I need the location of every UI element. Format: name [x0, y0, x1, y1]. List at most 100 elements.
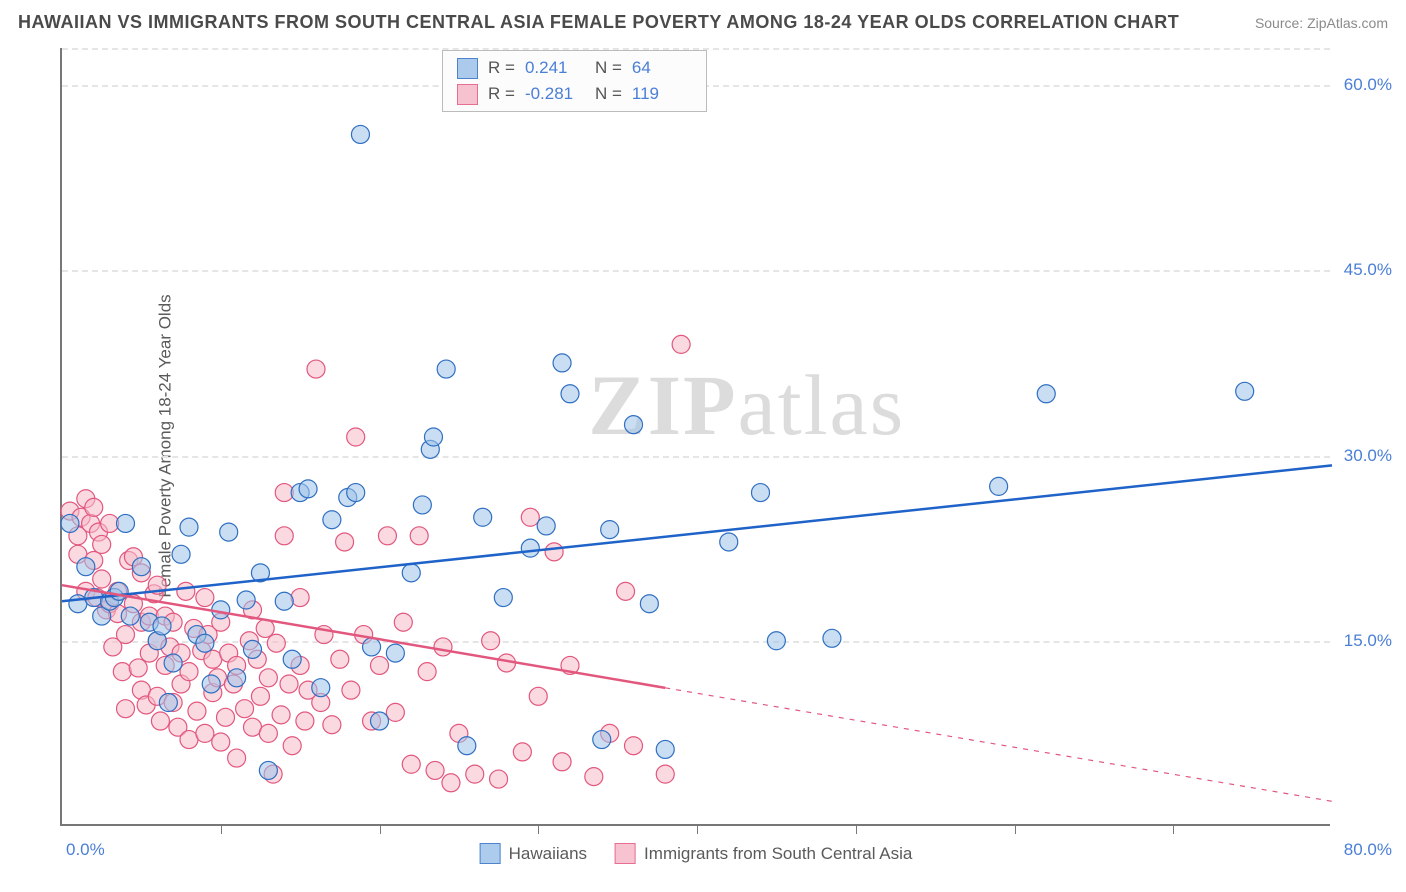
- data-point: [553, 753, 571, 771]
- data-point: [267, 634, 285, 652]
- stats-legend-box: R = 0.241 N = 64 R = -0.281 N = 119: [442, 50, 707, 112]
- data-point: [272, 706, 290, 724]
- y-tick-label: 15.0%: [1344, 631, 1392, 651]
- data-point: [159, 694, 177, 712]
- data-point: [521, 539, 539, 557]
- data-point: [117, 700, 135, 718]
- data-point: [378, 527, 396, 545]
- data-point: [307, 360, 325, 378]
- data-point: [437, 360, 455, 378]
- title-bar: HAWAIIAN VS IMMIGRANTS FROM SOUTH CENTRA…: [18, 12, 1388, 33]
- data-point: [93, 535, 111, 553]
- data-point: [625, 737, 643, 755]
- data-point: [117, 514, 135, 532]
- data-point: [413, 496, 431, 514]
- data-point: [251, 687, 269, 705]
- data-point: [434, 638, 452, 656]
- data-point: [275, 592, 293, 610]
- plot-area: 15.0%30.0%45.0%60.0% ZIPatlas R = 0.241 …: [60, 48, 1330, 826]
- data-point: [202, 675, 220, 693]
- swatch-immigrants: [457, 84, 478, 105]
- data-point: [494, 589, 512, 607]
- data-point: [767, 632, 785, 650]
- data-point: [228, 669, 246, 687]
- x-tick: [221, 824, 222, 834]
- data-point: [180, 663, 198, 681]
- data-point: [1236, 382, 1254, 400]
- data-point: [482, 632, 500, 650]
- x-origin-label: 0.0%: [66, 840, 105, 860]
- stats-row-hawaiians: R = 0.241 N = 64: [457, 55, 692, 81]
- x-tick: [380, 824, 381, 834]
- data-point: [217, 708, 235, 726]
- data-point: [410, 527, 428, 545]
- data-point: [371, 656, 389, 674]
- x-tick: [1015, 824, 1016, 834]
- data-point: [656, 740, 674, 758]
- stats-r-label: R =: [488, 58, 515, 78]
- data-point: [553, 354, 571, 372]
- x-max-label: 80.0%: [1344, 840, 1392, 860]
- legend-swatch-hawaiians: [480, 843, 501, 864]
- data-point: [386, 644, 404, 662]
- data-point: [617, 582, 635, 600]
- data-point: [672, 335, 690, 353]
- data-point: [132, 558, 150, 576]
- data-point: [474, 508, 492, 526]
- data-point: [228, 749, 246, 767]
- data-point: [336, 533, 354, 551]
- data-point: [296, 712, 314, 730]
- legend-item-immigrants: Immigrants from South Central Asia: [615, 843, 912, 864]
- stats-r-value-immigrants: -0.281: [525, 84, 585, 104]
- data-point: [256, 619, 274, 637]
- data-point: [347, 428, 365, 446]
- data-point: [188, 702, 206, 720]
- data-point: [110, 582, 128, 600]
- stats-n-value-hawaiians: 64: [632, 58, 692, 78]
- data-point: [561, 385, 579, 403]
- data-point: [585, 768, 603, 786]
- data-point: [85, 498, 103, 516]
- data-point: [212, 733, 230, 751]
- data-point: [545, 543, 563, 561]
- data-point: [196, 724, 214, 742]
- x-tick: [538, 824, 539, 834]
- data-point: [180, 518, 198, 536]
- x-tick: [1173, 824, 1174, 834]
- bottom-legend: Hawaiians Immigrants from South Central …: [480, 843, 913, 864]
- data-point: [601, 521, 619, 539]
- data-point: [275, 527, 293, 545]
- data-point: [259, 761, 277, 779]
- chart-title: HAWAIIAN VS IMMIGRANTS FROM SOUTH CENTRA…: [18, 12, 1179, 33]
- data-point: [259, 724, 277, 742]
- data-point: [153, 617, 171, 635]
- stats-n-value-immigrants: 119: [632, 84, 692, 104]
- legend-label-immigrants: Immigrants from South Central Asia: [644, 844, 912, 864]
- data-point: [593, 731, 611, 749]
- data-point: [280, 675, 298, 693]
- legend-label-hawaiians: Hawaiians: [509, 844, 587, 864]
- y-tick-label: 45.0%: [1344, 260, 1392, 280]
- data-point: [402, 755, 420, 773]
- stats-n-label: N =: [595, 84, 622, 104]
- data-point: [640, 595, 658, 613]
- data-point: [129, 659, 147, 677]
- data-point: [259, 669, 277, 687]
- data-point: [418, 663, 436, 681]
- stats-row-immigrants: R = -0.281 N = 119: [457, 81, 692, 107]
- data-point: [113, 663, 131, 681]
- data-point: [720, 533, 738, 551]
- data-point: [537, 517, 555, 535]
- data-point: [529, 687, 547, 705]
- data-point: [466, 765, 484, 783]
- data-point: [394, 613, 412, 631]
- data-point: [323, 511, 341, 529]
- data-point: [424, 428, 442, 446]
- y-tick-label: 30.0%: [1344, 446, 1392, 466]
- data-point: [93, 570, 111, 588]
- x-tick: [856, 824, 857, 834]
- data-point: [299, 480, 317, 498]
- y-tick-label: 60.0%: [1344, 75, 1392, 95]
- data-point: [331, 650, 349, 668]
- data-point: [363, 638, 381, 656]
